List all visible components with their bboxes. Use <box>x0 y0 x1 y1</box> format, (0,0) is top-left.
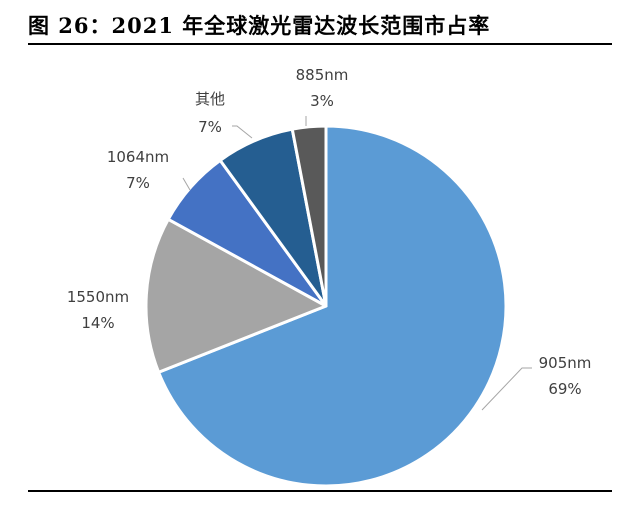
bottom-rule <box>28 490 612 492</box>
leader-line-other <box>232 125 253 139</box>
leader-line-1064nm <box>182 177 191 191</box>
pie-slice-885nm <box>290 124 328 308</box>
top-rule <box>28 43 612 45</box>
slice-value-885nm: 3% <box>310 92 334 110</box>
slice-label-other: 其他 <box>195 90 225 108</box>
slice-label-885nm: 885nm <box>296 66 349 84</box>
figure-title: 图 26：2021 年全球激光雷达波长范围市占率 <box>28 13 491 38</box>
pie-slice-905nm <box>157 124 508 488</box>
slice-value-1550nm: 14% <box>81 314 114 332</box>
slice-label-1064nm: 1064nm <box>107 148 169 166</box>
slice-value-905nm: 69% <box>548 380 581 398</box>
pie-slice-1550nm <box>144 217 328 374</box>
slice-label-1550nm: 1550nm <box>67 288 129 306</box>
slice-label-905nm: 905nm <box>539 354 592 372</box>
leader-line-905nm <box>481 367 532 411</box>
slice-value-other: 7% <box>198 118 222 136</box>
slice-value-1064nm: 7% <box>126 174 150 192</box>
